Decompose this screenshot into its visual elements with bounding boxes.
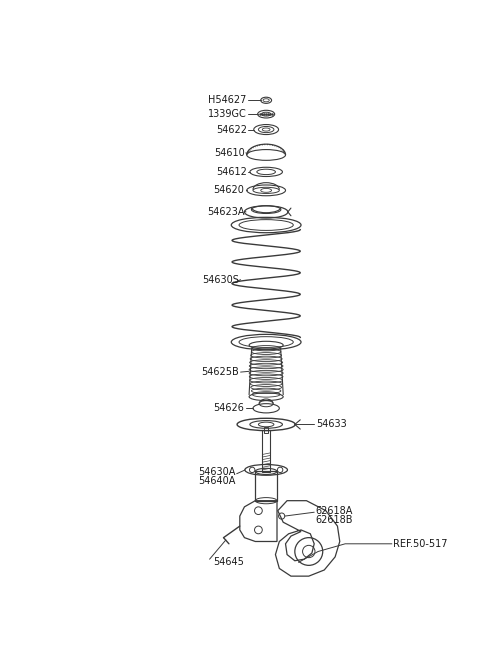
Text: 62618B: 62618B [316, 515, 353, 525]
Text: 54612: 54612 [216, 167, 247, 177]
Text: 54630A: 54630A [198, 467, 235, 477]
Bar [255, 472, 277, 501]
Text: 54623A: 54623A [207, 207, 244, 217]
Text: 54645: 54645 [214, 558, 244, 567]
Text: 54625B: 54625B [201, 367, 239, 377]
Bar [264, 427, 268, 433]
Text: 1339GC: 1339GC [208, 109, 247, 119]
Text: 62618A: 62618A [316, 506, 353, 516]
Text: 54633: 54633 [316, 419, 347, 430]
Text: 54640A: 54640A [198, 476, 235, 487]
Text: 54622: 54622 [216, 125, 247, 134]
Text: 54610: 54610 [214, 148, 244, 157]
Text: REF.50-517: REF.50-517 [393, 539, 448, 549]
Text: 54626: 54626 [214, 403, 244, 413]
Bar [262, 430, 270, 472]
Text: H54627: H54627 [208, 95, 247, 105]
Text: 54620: 54620 [214, 186, 244, 195]
Text: 54630S: 54630S [202, 275, 239, 285]
